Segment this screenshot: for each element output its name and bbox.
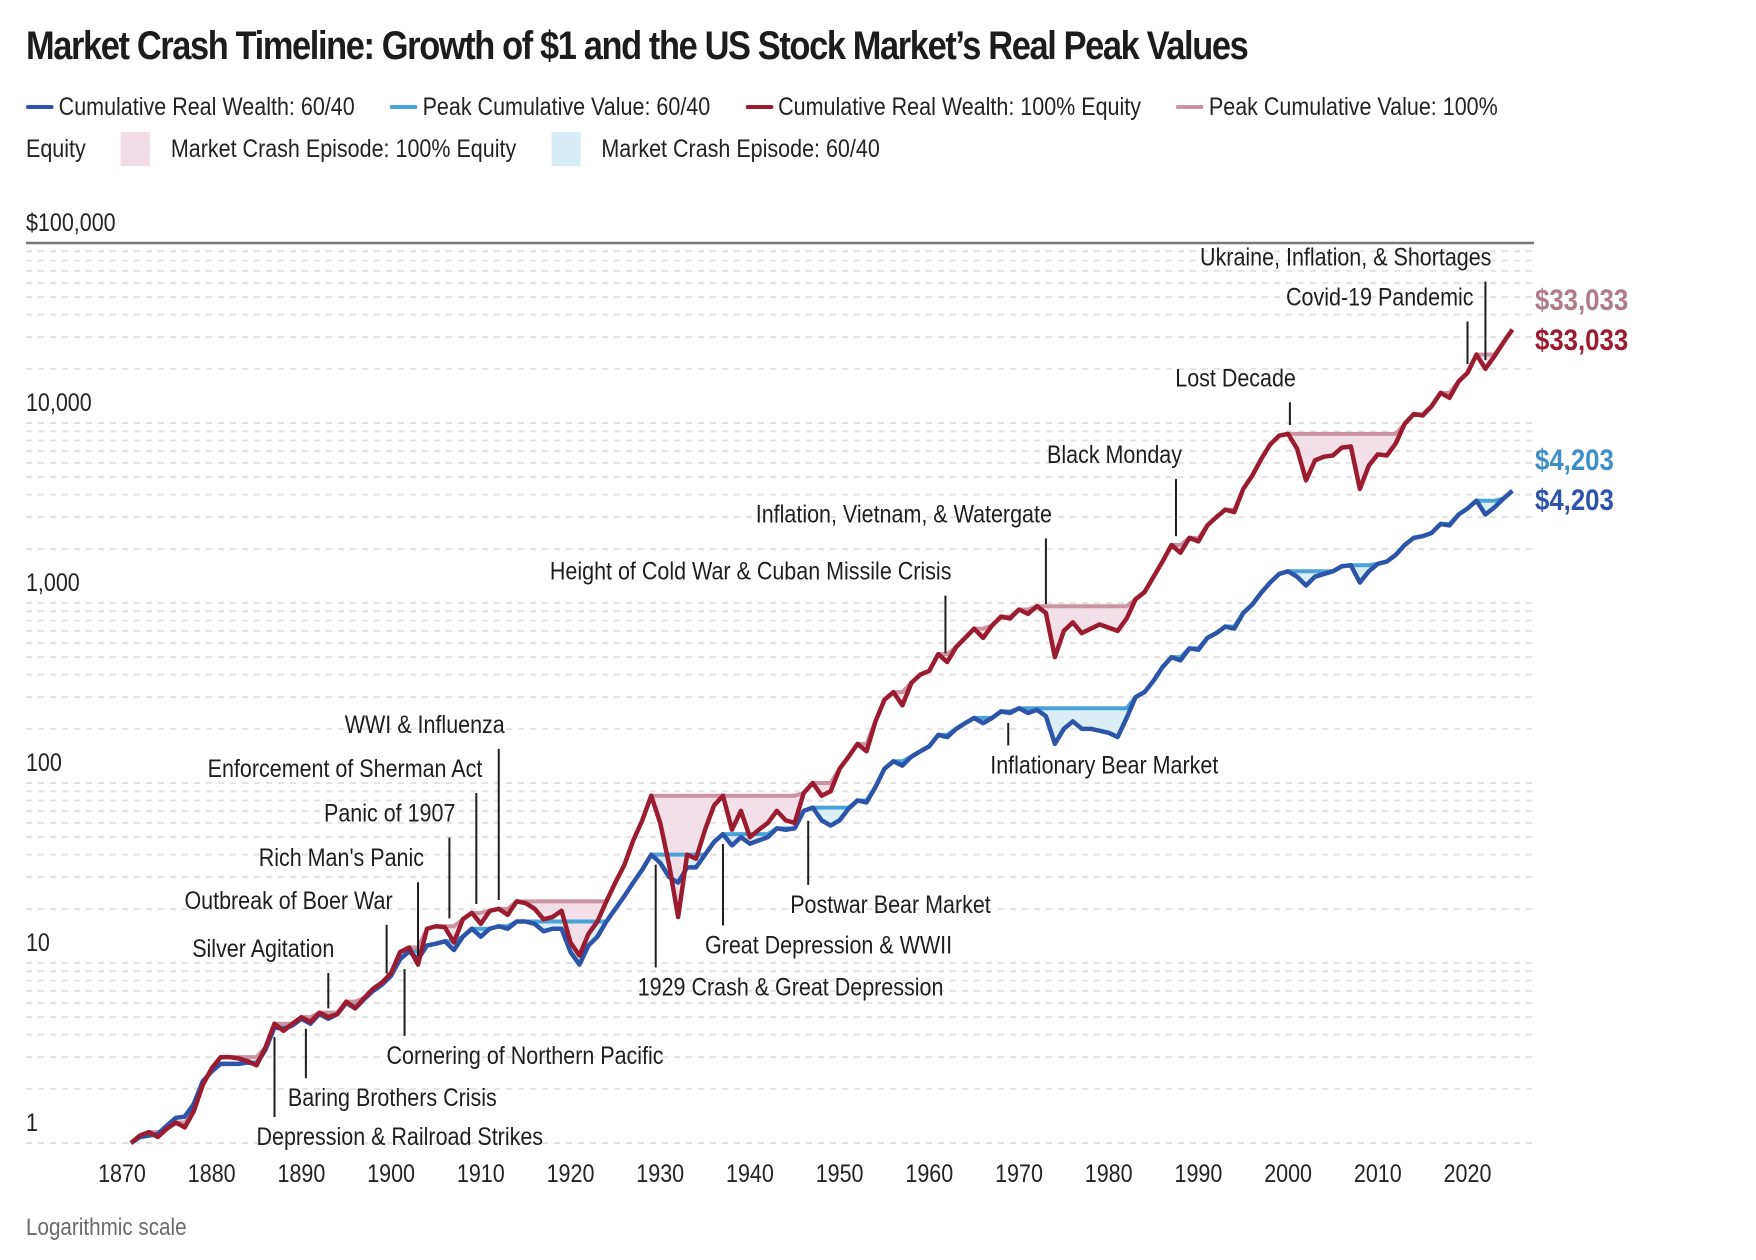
annotation-label: Black Monday [1047,440,1182,468]
x-tick-label: 1870 [98,1159,146,1187]
legend-row-2: Equity Market Crash Episode: 100% Equity… [26,132,880,166]
legend-label-equity-peak-continued: Equity [26,134,86,163]
legend-label-equity-crash: Market Crash Episode: 100% Equity [170,134,517,163]
legend-row-1: Cumulative Real Wealth: 60/40 Peak Cumul… [26,92,1498,122]
annotation-label: Ukraine, Inflation, & Shortages [1200,243,1491,271]
legend-swatch-equity-crash [120,132,151,166]
y-tick-label: 10 [26,928,50,956]
annotation-label: Postwar Bear Market [790,890,991,918]
end-value-label: $4,203 [1535,483,1614,516]
y-tick-label: 10,000 [26,388,92,416]
legend-label-60-40-wealth: Cumulative Real Wealth: 60/40 [58,92,355,121]
annotation-label: Rich Man's Panic [259,844,425,872]
x-tick-label: 1970 [995,1159,1043,1187]
annotation-label: Great Depression & WWII [705,931,952,959]
x-tick-label: 1900 [367,1159,415,1187]
x-axis: 1870 1880 1890 1900 1910 1920 1930 1940 1950 1960… [98,1159,1491,1187]
legend-swatch-60-40-wealth [26,105,54,110]
legend-swatch-60-40-crash [551,132,581,166]
annotation-label: Outbreak of Boer War [184,886,392,914]
x-tick-label: 2000 [1264,1159,1312,1187]
chart-title: Market Crash Timeline: Growth of $1 and … [26,24,1249,68]
x-tick-label: 1920 [547,1159,595,1187]
annotation-label: 1929 Crash & Great Depression [638,973,944,1001]
legend-label-equity-peak: Peak Cumulative Value: 100% [1208,92,1498,121]
annotation-label: Panic of 1907 [324,799,455,827]
x-tick-label: 1950 [816,1159,864,1187]
x-tick-label: 1990 [1175,1159,1223,1187]
legend-label-60-40-peak: Peak Cumulative Value: 60/40 [422,92,711,121]
legend-swatch-equity-wealth [745,105,773,110]
legend-swatch-equity-peak [1176,105,1204,110]
legend-swatch-60-40-peak [389,105,418,110]
gridlines [26,241,1534,1144]
x-tick-label: 1880 [188,1159,236,1187]
wealth-line-equity [129,328,1515,1145]
annotations: Depression & Railroad Strikes Baring Brot… [184,243,1491,1150]
end-value-label: $33,033 [1535,323,1628,356]
x-tick-label: 1940 [726,1159,774,1187]
y-tick-label: 1,000 [26,568,80,596]
end-labels: $33,033 $33,033 $4,203 $4,203 [1535,283,1628,516]
end-value-label: $33,033 [1535,283,1628,316]
annotation-label: Covid-19 Pandemic [1286,283,1474,311]
legend-label-equity-wealth: Cumulative Real Wealth: 100% Equity [778,92,1142,121]
annotation-label: Height of Cold War & Cuban Missile Crisi… [550,557,952,585]
legend-label-60-40-crash: Market Crash Episode: 60/40 [601,134,880,163]
annotation-label: Baring Brothers Crisis [288,1084,497,1112]
annotation-label: Cornering of Northern Pacific [387,1041,664,1069]
x-tick-label: 1890 [278,1159,326,1187]
x-tick-label: 1930 [636,1159,684,1187]
annotation-label: WWI & Influenza [345,710,505,738]
annotation-label: Lost Decade [1175,364,1296,392]
end-value-label: $4,203 [1535,443,1614,476]
annotation-label: Depression & Railroad Strikes [256,1122,543,1150]
x-tick-label: 1960 [905,1159,953,1187]
y-tick-label: $100,000 [26,208,116,236]
x-tick-label: 1910 [457,1159,505,1187]
annotation-label: Inflationary Bear Market [990,751,1219,779]
annotation-label: Silver Agitation [192,934,334,962]
x-tick-label: 2010 [1354,1159,1402,1187]
annotation-label: Enforcement of Sherman Act [208,754,483,782]
x-tick-label: 1980 [1085,1159,1133,1187]
y-tick-label: 100 [26,748,62,776]
series-lines [129,328,1515,1145]
footnote: Logarithmic scale [26,1214,187,1241]
x-tick-label: 2020 [1444,1159,1492,1187]
y-tick-label: 1 [26,1108,38,1136]
y-axis: 1 10 100 1,000 10,000 $100,000 [26,208,116,1136]
annotation-label: Inflation, Vietnam, & Watergate [756,500,1052,528]
